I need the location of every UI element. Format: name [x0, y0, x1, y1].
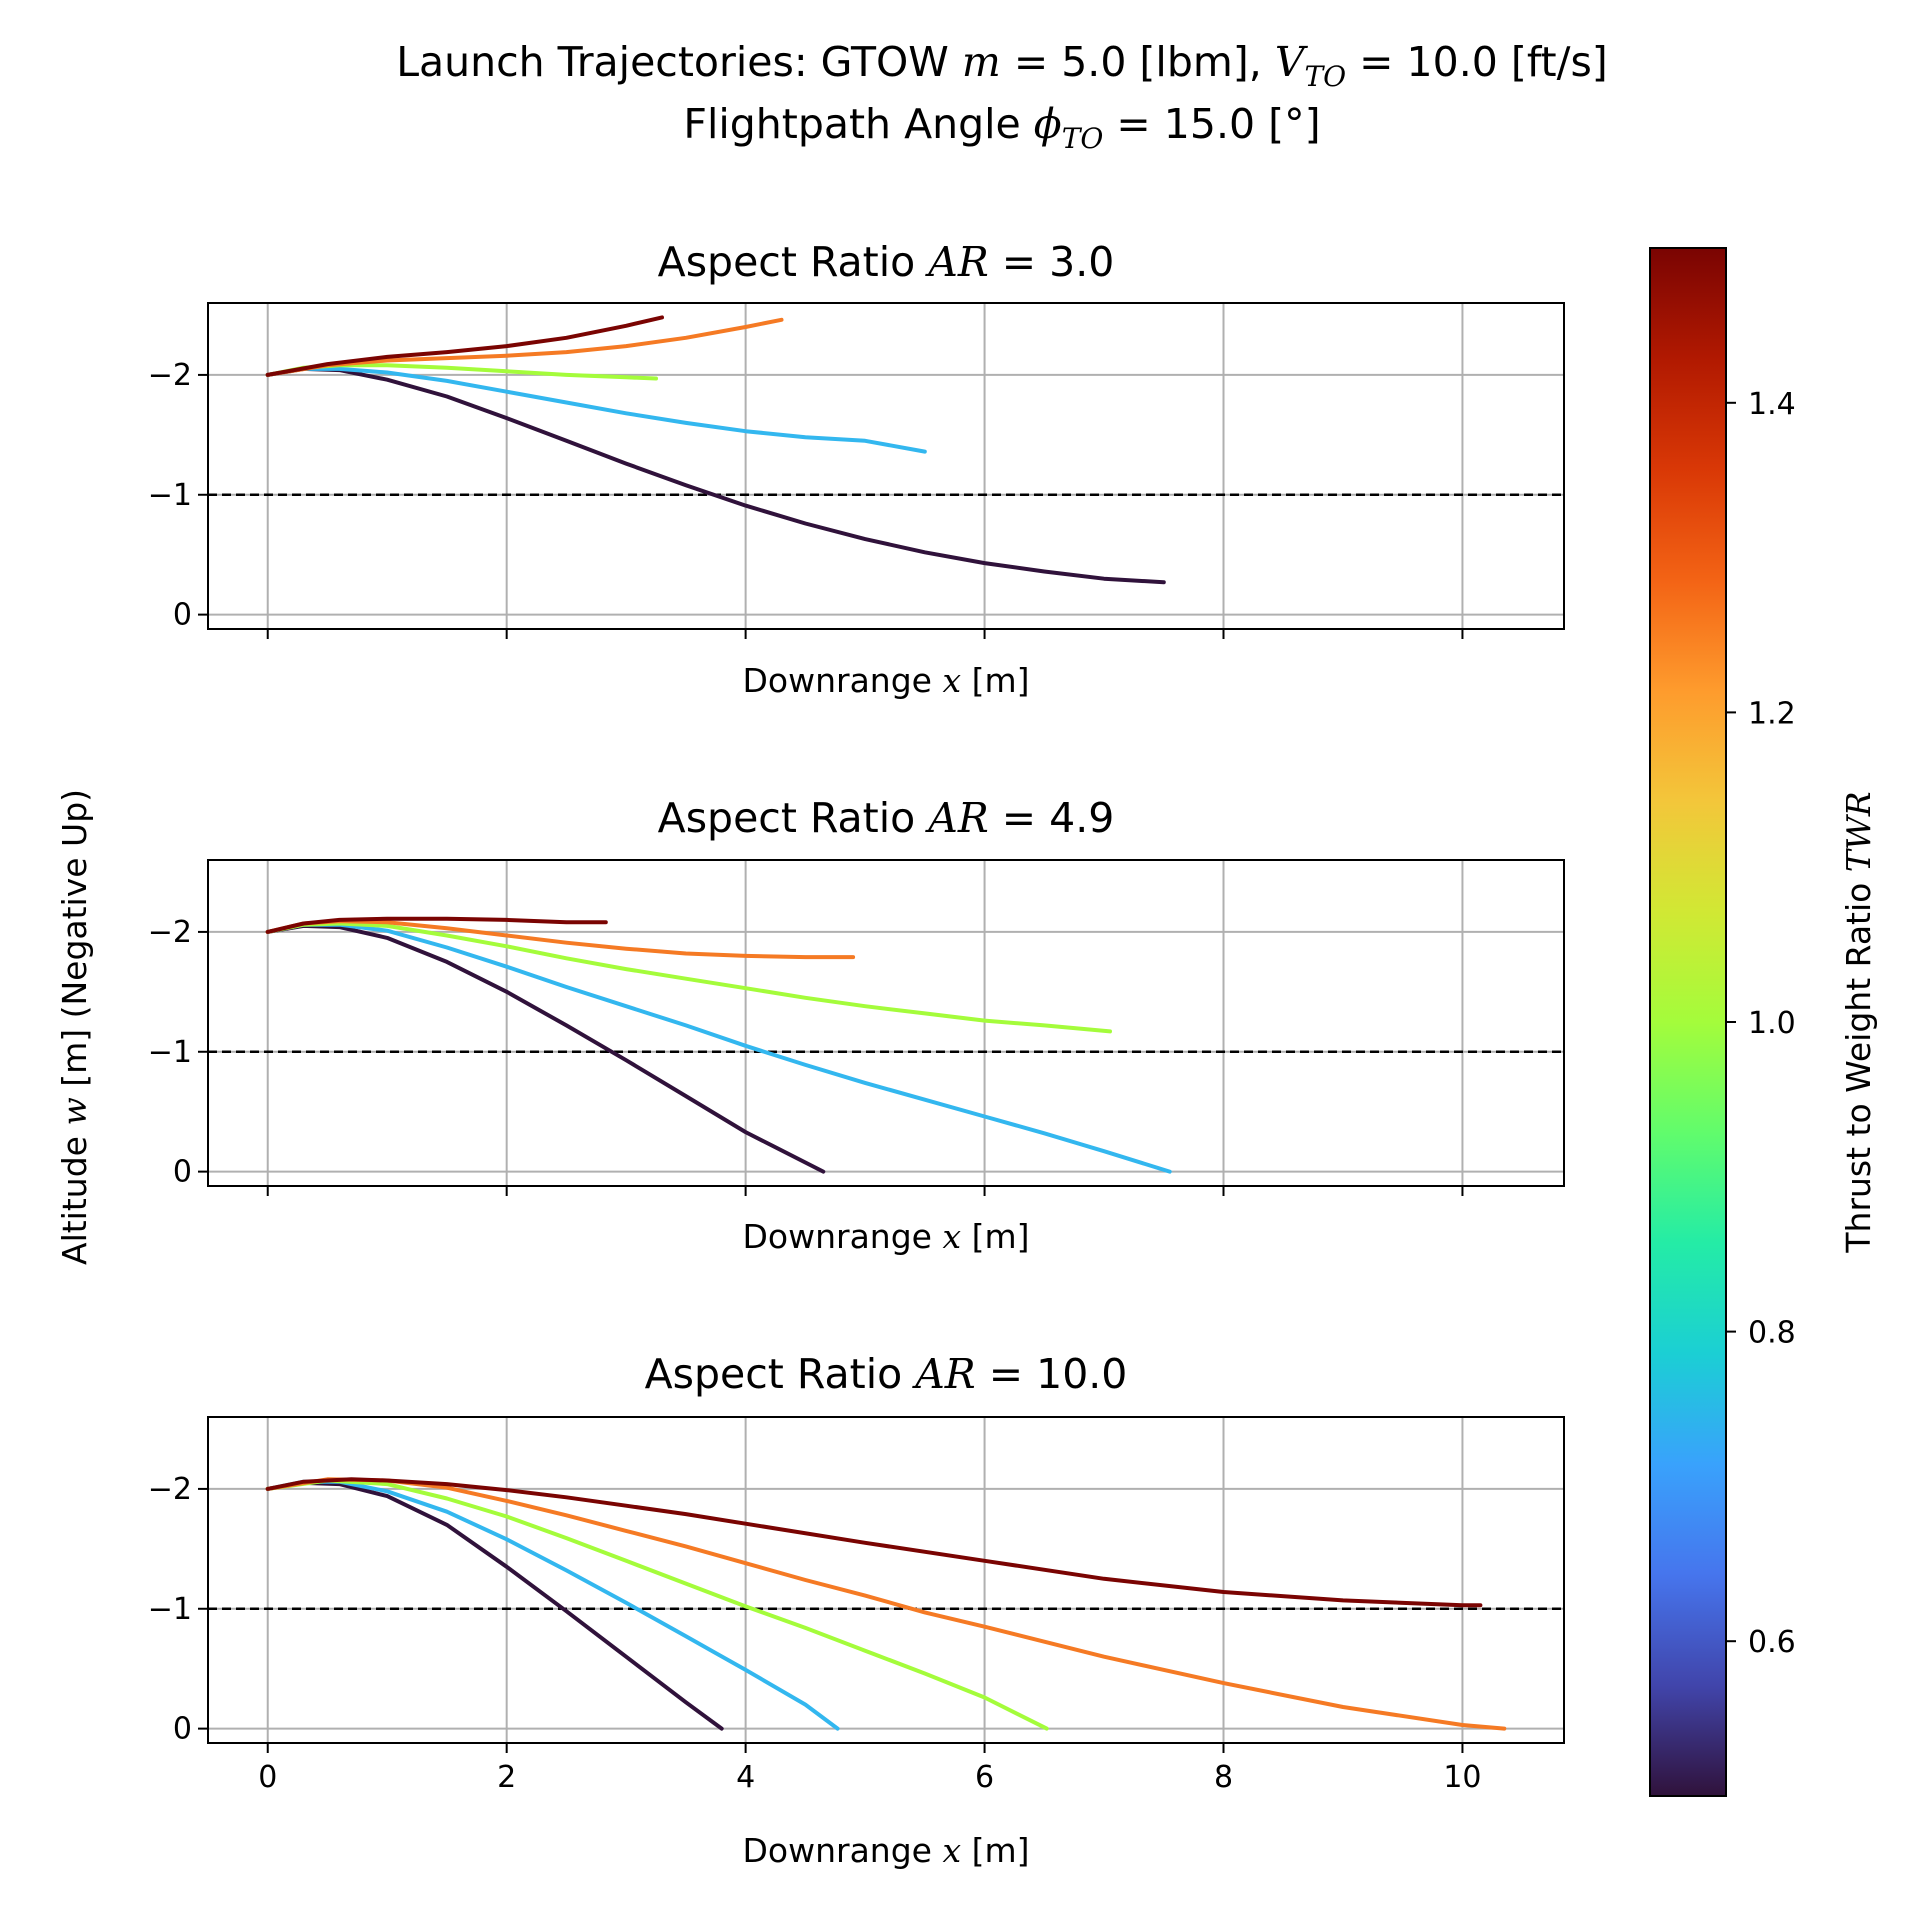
colorbar-tick-label: 0.8: [1748, 1316, 1796, 1351]
colorbar-tick-label: 1.2: [1748, 696, 1796, 731]
series-line-twr-0-75: [265, 922, 1172, 1174]
x-tick-label: 8: [1214, 1760, 1233, 1795]
colorbar: 0.6 0.8 1.0 1.2 1.4 Thrust to Weight Ratio T…: [1649, 247, 1878, 1797]
series-line-twr-0-75: [265, 1479, 840, 1731]
series-line-twr-0-5: [265, 1480, 724, 1731]
series-line-twr-1: [265, 1478, 1049, 1731]
colorbar-tick-label: 0.6: [1748, 1625, 1796, 1660]
x-tick-label: 6: [975, 1760, 994, 1795]
subplot-title: Aspect Ratio AR = 3.0: [658, 238, 1115, 286]
subplot-aspect-ratio-10-0: Aspect Ratio AR = 10.0 0 2 4 6 8 10 −2 −1 0 Down…: [148, 1350, 1565, 1870]
subplot-aspect-ratio-3-0: Aspect Ratio AR = 3.0 −2 −1 0 Downrange x …: [148, 238, 1565, 700]
plot-frame: [207, 859, 1565, 1187]
series-line-twr-0-5: [265, 366, 1166, 585]
y-tick-label: 0: [173, 598, 192, 633]
subplot-title: Aspect Ratio AR = 10.0: [645, 1350, 1128, 1398]
y-tick-label: 0: [173, 1155, 192, 1190]
series-line-twr-1: [265, 921, 1112, 1034]
subplot-aspect-ratio-4-9: Aspect Ratio AR = 4.9 −2 −1 0 Downrange x …: [148, 794, 1565, 1256]
series-line-twr-0-5: [265, 923, 826, 1174]
plot-frame: [207, 302, 1565, 630]
x-axis-label: Downrange x [m]: [743, 1217, 1030, 1256]
colorbar-gradient: [1649, 247, 1727, 1797]
series-line-twr-1-25: [265, 317, 784, 377]
x-tick-label: 4: [736, 1760, 755, 1795]
x-axis-label: Downrange x [m]: [743, 661, 1030, 700]
series-line-twr-0-75: [265, 366, 927, 454]
y-tick-label: −1: [148, 1592, 192, 1627]
x-axis-label: Downrange x [m]: [743, 1831, 1030, 1870]
plot-frame: [207, 1416, 1565, 1744]
x-tick-label: 0: [258, 1760, 277, 1795]
colorbar-tick-label: 1.0: [1748, 1006, 1796, 1041]
y-tick-label: 0: [173, 1712, 192, 1747]
x-tick-label: 10: [1443, 1760, 1481, 1795]
y-tick-label: −2: [148, 915, 192, 950]
y-tick-label: −1: [148, 1035, 192, 1070]
shared-y-axis-label: Altitude w [m] (Negative Up): [55, 789, 94, 1265]
figure-title-line-1: Launch Trajectories: GTOW m = 5.0 [lbm],…: [396, 38, 1608, 93]
y-tick-label: −2: [148, 358, 192, 393]
x-tick-label: 2: [497, 1760, 516, 1795]
series-line-twr-1-25: [265, 1477, 1507, 1731]
series-line-twr-1-5: [265, 916, 608, 934]
colorbar-label: Thrust to Weight Ratio TWR: [1839, 791, 1878, 1253]
series-line-twr-1-5: [265, 315, 664, 377]
colorbar-tick-label: 1.4: [1748, 387, 1796, 422]
series-line-twr-1-5: [265, 1477, 1483, 1608]
subplot-title: Aspect Ratio AR = 4.9: [658, 794, 1115, 842]
figure-title-line-2: Flightpath Angle ϕTO = 15.0 [°]: [683, 100, 1320, 155]
y-tick-label: −2: [148, 1472, 192, 1507]
y-tick-label: −1: [148, 478, 192, 513]
